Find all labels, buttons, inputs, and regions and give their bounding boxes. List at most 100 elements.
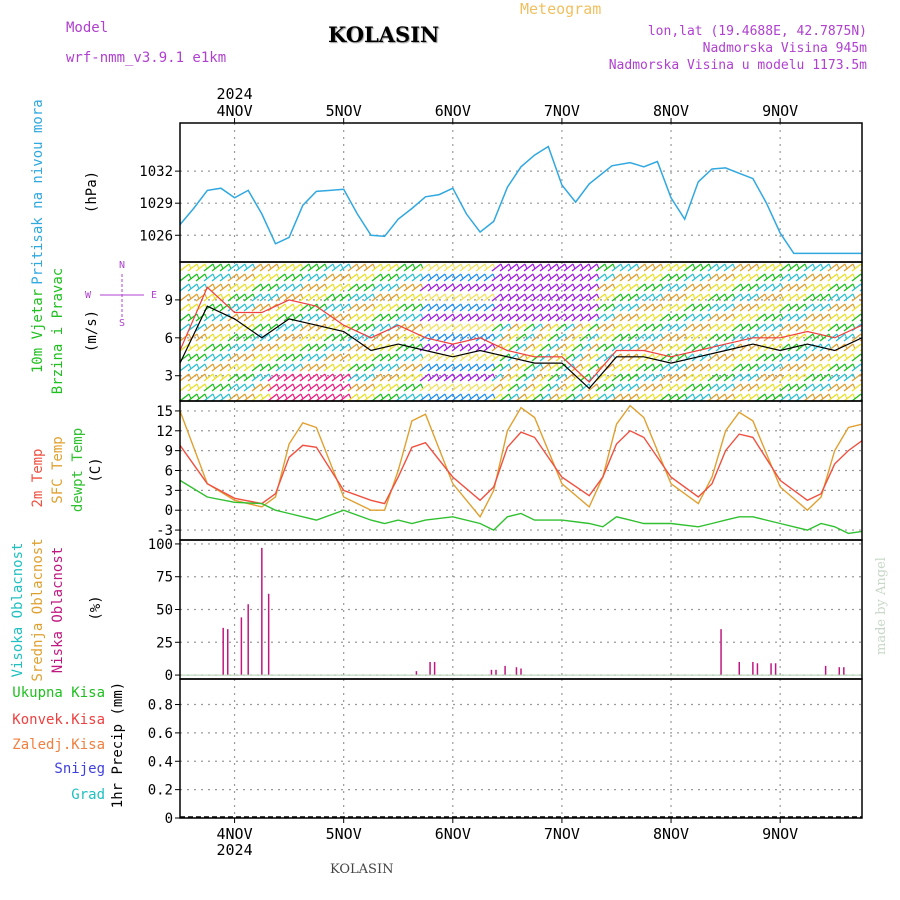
wind-barb	[579, 333, 590, 342]
wind-barb	[659, 363, 670, 372]
wind-barb	[451, 343, 462, 352]
wind-barb	[691, 293, 702, 302]
wind-barb	[467, 353, 478, 362]
wind-barb	[339, 373, 350, 382]
wind-barb	[499, 373, 510, 382]
wind-barb	[635, 343, 646, 352]
wind-barb	[739, 383, 750, 392]
wind-barb	[491, 263, 502, 272]
wind-barb	[467, 293, 478, 302]
wind-barb	[387, 283, 398, 292]
wind-barb	[707, 263, 718, 272]
wind-barb	[371, 313, 382, 322]
y-tick-label: 6	[165, 331, 173, 347]
wind-barb	[619, 303, 630, 312]
wind-barb	[291, 323, 302, 332]
wind-barb	[795, 263, 806, 272]
wind-barb	[483, 313, 494, 322]
wind-barb	[435, 383, 446, 392]
wind-barb	[347, 313, 358, 322]
wind-barb	[195, 373, 206, 382]
wind-barb	[659, 353, 670, 362]
wind-barb	[587, 383, 598, 392]
wind-barb	[803, 263, 814, 272]
wind-barb	[475, 373, 486, 382]
wind-barb	[771, 293, 782, 302]
wind-barb	[403, 293, 414, 302]
wind-barb	[459, 363, 470, 372]
wind-barb	[547, 393, 558, 401]
wind-barb	[603, 333, 614, 342]
wind-barb	[411, 283, 422, 292]
wind-barb	[803, 393, 814, 401]
wind-barb	[347, 273, 358, 282]
dewpoint-line	[179, 479, 863, 535]
wind-barb	[579, 353, 590, 362]
wind-barb	[667, 383, 678, 392]
wind-barb	[787, 293, 798, 302]
wind-barb	[443, 343, 454, 352]
wind-barb	[355, 273, 366, 282]
wind-barb	[651, 303, 662, 312]
wind-barb	[523, 263, 534, 272]
wind-barb	[251, 263, 262, 272]
wind-barb	[819, 363, 830, 372]
wind-barb	[659, 303, 670, 312]
wind-barb	[651, 283, 662, 292]
wind-barb	[267, 283, 278, 292]
wind-barb	[315, 333, 326, 342]
wind-barb	[571, 363, 582, 372]
wind-barb	[427, 363, 438, 372]
wind-barb	[755, 383, 766, 392]
wind-barb	[283, 293, 294, 302]
wind-barb	[379, 323, 390, 332]
wind-barb	[195, 353, 206, 362]
wind-barb	[755, 263, 766, 272]
wind-barb	[707, 353, 718, 362]
wind-barb	[651, 313, 662, 322]
wind-barb	[395, 313, 406, 322]
wind-barb	[595, 323, 606, 332]
wind-barb	[755, 343, 766, 352]
wind-barb	[531, 383, 542, 392]
wind-barb	[643, 343, 654, 352]
wind-barb	[355, 313, 366, 322]
wind-barb	[259, 283, 270, 292]
wind-barb	[811, 303, 822, 312]
wind-barb	[371, 273, 382, 282]
wind-barb	[667, 333, 678, 342]
wind-barb	[203, 323, 214, 332]
wind-barb	[419, 393, 430, 401]
wind-barb	[691, 373, 702, 382]
wind-barb	[427, 333, 438, 342]
wind-barb	[851, 303, 862, 312]
wind-barb	[227, 283, 238, 292]
wind-barb	[403, 343, 414, 352]
wind-barb	[571, 323, 582, 332]
wind-barb	[291, 383, 302, 392]
wind-barb	[611, 373, 622, 382]
wind-barb	[547, 363, 558, 372]
wind-barb	[363, 393, 374, 401]
wind-barb	[267, 323, 278, 332]
wind-barb	[387, 353, 398, 362]
wind-barb	[795, 313, 806, 322]
wind-barb	[611, 303, 622, 312]
wind-barb	[731, 333, 742, 342]
wind-barb	[555, 353, 566, 362]
wind-barb	[603, 343, 614, 352]
wind-barb	[291, 293, 302, 302]
wind-barb	[475, 273, 486, 282]
wind-barb	[475, 263, 486, 272]
wind-barb	[483, 363, 494, 372]
wind-barb	[531, 283, 542, 292]
wind-barb	[187, 353, 198, 362]
wind-barb	[515, 343, 526, 352]
wind-barb	[819, 303, 830, 312]
wind-barb	[491, 333, 502, 342]
x-label-bottom: 9NOV	[762, 825, 798, 843]
wind-barb	[395, 373, 406, 382]
wind-speed-line	[179, 305, 863, 390]
wind-barb	[827, 323, 838, 332]
